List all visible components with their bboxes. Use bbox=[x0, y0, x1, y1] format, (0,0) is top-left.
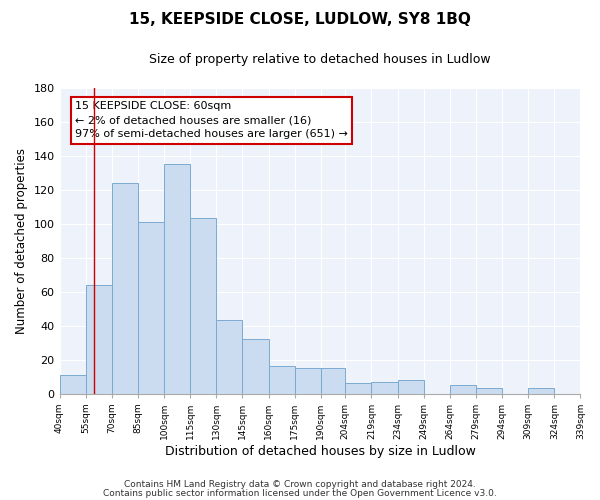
Bar bbox=[86, 284, 112, 394]
Bar bbox=[269, 366, 295, 394]
Y-axis label: Number of detached properties: Number of detached properties bbox=[15, 148, 28, 334]
Bar bbox=[190, 218, 217, 394]
Bar bbox=[217, 320, 242, 394]
Bar bbox=[112, 182, 138, 394]
Bar bbox=[528, 388, 554, 394]
Bar bbox=[398, 380, 424, 394]
Bar bbox=[450, 385, 476, 394]
Bar bbox=[138, 222, 164, 394]
Bar bbox=[295, 368, 321, 394]
Text: 15, KEEPSIDE CLOSE, LUDLOW, SY8 1BQ: 15, KEEPSIDE CLOSE, LUDLOW, SY8 1BQ bbox=[129, 12, 471, 28]
Title: Size of property relative to detached houses in Ludlow: Size of property relative to detached ho… bbox=[149, 52, 491, 66]
Bar bbox=[242, 339, 269, 394]
Text: Contains HM Land Registry data © Crown copyright and database right 2024.: Contains HM Land Registry data © Crown c… bbox=[124, 480, 476, 489]
Bar bbox=[345, 384, 371, 394]
Text: Contains public sector information licensed under the Open Government Licence v3: Contains public sector information licen… bbox=[103, 488, 497, 498]
Bar bbox=[476, 388, 502, 394]
Bar bbox=[59, 375, 86, 394]
X-axis label: Distribution of detached houses by size in Ludlow: Distribution of detached houses by size … bbox=[164, 444, 475, 458]
Bar bbox=[321, 368, 345, 394]
Bar bbox=[164, 164, 190, 394]
Text: 15 KEEPSIDE CLOSE: 60sqm
← 2% of detached houses are smaller (16)
97% of semi-de: 15 KEEPSIDE CLOSE: 60sqm ← 2% of detache… bbox=[75, 102, 348, 140]
Bar bbox=[371, 382, 398, 394]
